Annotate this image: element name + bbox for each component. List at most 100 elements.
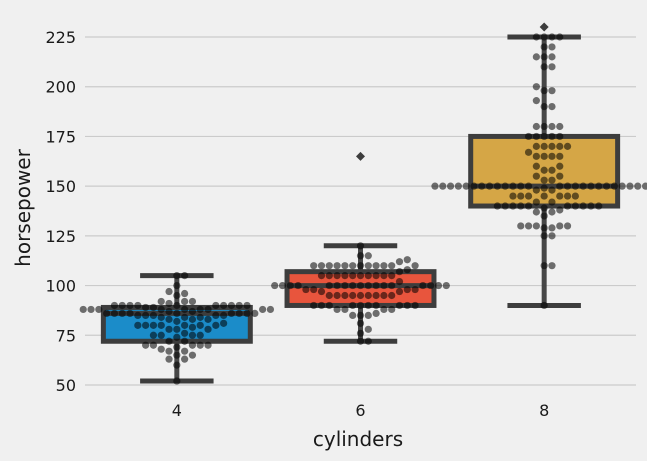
data-point xyxy=(278,281,287,290)
data-point xyxy=(548,152,556,160)
data-point xyxy=(556,192,564,200)
data-point xyxy=(540,53,548,61)
data-point xyxy=(103,309,111,318)
data-point xyxy=(442,281,450,290)
data-point xyxy=(372,291,380,300)
data-point xyxy=(434,281,443,290)
data-point xyxy=(548,208,556,216)
y-tick-label: 175 xyxy=(45,127,76,146)
data-point xyxy=(372,262,380,270)
data-point xyxy=(149,321,158,329)
data-point xyxy=(532,142,540,150)
data-point xyxy=(349,311,357,319)
data-point xyxy=(493,202,501,210)
data-point xyxy=(173,309,181,318)
data-point xyxy=(196,341,204,349)
data-point xyxy=(372,301,380,310)
data-point xyxy=(196,331,204,339)
data-point xyxy=(395,277,404,286)
data-point xyxy=(419,281,427,290)
data-point xyxy=(173,291,181,300)
data-point xyxy=(142,341,150,349)
data-point xyxy=(556,182,564,190)
y-tick-label: 50 xyxy=(56,376,76,395)
data-point xyxy=(540,103,548,111)
data-point xyxy=(548,224,556,232)
data-point xyxy=(411,262,419,270)
data-point xyxy=(395,301,404,310)
data-point xyxy=(524,132,533,141)
data-point xyxy=(356,329,365,337)
data-point xyxy=(157,331,165,339)
data-point xyxy=(556,152,564,160)
data-point xyxy=(227,309,236,318)
data-point xyxy=(356,337,365,345)
data-point xyxy=(540,204,548,212)
data-point xyxy=(325,262,333,270)
data-point xyxy=(165,347,173,355)
data-point xyxy=(364,337,372,345)
data-point xyxy=(364,272,372,280)
data-point xyxy=(427,281,435,290)
data-point xyxy=(165,337,173,345)
data-point xyxy=(356,281,365,290)
data-point xyxy=(333,281,341,290)
data-point xyxy=(563,222,572,230)
data-point xyxy=(540,184,548,192)
data-point xyxy=(548,176,556,184)
data-point xyxy=(372,309,380,318)
data-point xyxy=(380,305,388,314)
data-point xyxy=(579,182,587,190)
x-tick-label: 8 xyxy=(539,401,549,420)
data-point xyxy=(595,182,603,190)
outlier-marker xyxy=(539,22,549,32)
outlier-marker xyxy=(356,151,365,161)
data-point xyxy=(333,272,341,280)
data-point xyxy=(157,305,165,314)
data-point xyxy=(532,132,540,141)
data-point xyxy=(181,329,189,337)
data-point xyxy=(181,272,189,280)
data-point xyxy=(302,285,310,294)
data-point xyxy=(556,122,564,131)
data-point xyxy=(540,152,548,160)
data-point xyxy=(349,281,357,290)
x-tick-label: 6 xyxy=(355,401,365,420)
data-point xyxy=(188,323,197,331)
data-point xyxy=(142,321,150,329)
data-point xyxy=(188,341,197,349)
data-point xyxy=(548,103,556,111)
data-point xyxy=(173,317,181,325)
data-point xyxy=(403,266,411,274)
data-point xyxy=(380,262,388,270)
data-point xyxy=(235,301,243,310)
data-point xyxy=(118,309,126,318)
data-point xyxy=(349,262,357,270)
data-point xyxy=(294,281,302,290)
data-point xyxy=(333,305,341,314)
data-point xyxy=(532,198,540,206)
data-point xyxy=(587,182,595,190)
data-point xyxy=(317,301,326,310)
data-point xyxy=(540,166,548,174)
data-point xyxy=(532,33,540,41)
data-point xyxy=(356,252,365,260)
data-point xyxy=(610,182,618,190)
data-point xyxy=(532,97,540,105)
data-point xyxy=(173,281,181,290)
data-point xyxy=(532,186,540,194)
data-point xyxy=(618,182,626,190)
data-point xyxy=(204,325,212,333)
data-point xyxy=(110,309,119,318)
data-point xyxy=(317,272,326,280)
data-point xyxy=(556,206,564,214)
data-point xyxy=(548,262,556,270)
y-tick-label: 100 xyxy=(45,277,76,296)
data-point xyxy=(95,305,103,314)
data-point xyxy=(462,182,470,190)
data-point xyxy=(517,182,525,190)
data-point xyxy=(364,301,372,310)
data-point xyxy=(372,281,380,290)
data-point xyxy=(548,142,556,150)
